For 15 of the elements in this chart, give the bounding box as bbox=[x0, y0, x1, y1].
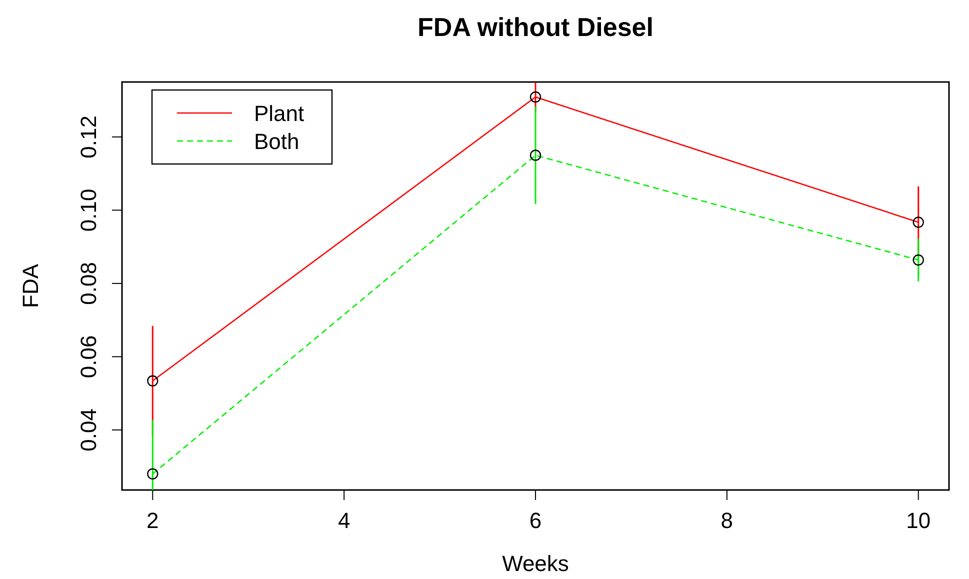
y-tick-label: 0.10 bbox=[76, 188, 101, 232]
x-axis-title: Weeks bbox=[502, 551, 569, 576]
x-tick-label: 2 bbox=[146, 508, 159, 533]
legend-label: Both bbox=[254, 129, 300, 154]
y-axis-title: FDA bbox=[18, 264, 43, 308]
y-tick-label: 0.04 bbox=[76, 408, 101, 452]
x-tick-label: 10 bbox=[906, 508, 931, 533]
chart-title: FDA without Diesel bbox=[418, 12, 654, 42]
x-tick-label: 4 bbox=[338, 508, 350, 533]
x-tick-label: 8 bbox=[720, 508, 734, 533]
legend-label: Plant bbox=[254, 101, 304, 126]
y-tick-label: 0.12 bbox=[76, 116, 101, 158]
y-tick-label: 0.08 bbox=[76, 262, 101, 305]
x-tick-label: 6 bbox=[529, 508, 542, 533]
y-tick-label: 0.06 bbox=[76, 335, 101, 378]
